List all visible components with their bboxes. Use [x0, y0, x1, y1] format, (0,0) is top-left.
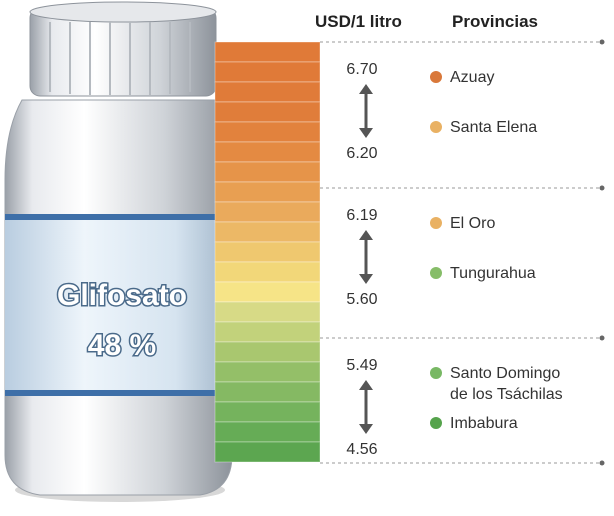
bottle: Glifosato 48 % [5, 2, 232, 502]
province-dot [430, 217, 442, 229]
strip-band [215, 422, 320, 442]
price-high: 6.19 [346, 207, 377, 224]
province-name: Santo Domingo [450, 365, 560, 382]
province-name: Azuay [450, 69, 494, 86]
price-low: 4.56 [346, 441, 377, 458]
strip-band [215, 122, 320, 142]
province-dot [430, 71, 442, 83]
province-name: Imbabura [450, 415, 518, 432]
strip-band [215, 442, 320, 462]
province-dot [430, 121, 442, 133]
province-name: Tungurahua [450, 265, 536, 282]
strip-band [215, 62, 320, 82]
strip-band [215, 142, 320, 162]
strip-band [215, 362, 320, 382]
strip-band [215, 202, 320, 222]
infographic: Glifosato 48 % USD/1 litro Provincias 6.… [0, 0, 614, 511]
provinces-header: Provincias [452, 12, 538, 31]
strip-band [215, 182, 320, 202]
strip-band [215, 82, 320, 102]
strip-band [215, 42, 320, 62]
province-dot [430, 367, 442, 379]
strip-band [215, 302, 320, 322]
product-name: Glifosato [57, 279, 187, 312]
province-name: El Oro [450, 215, 495, 232]
province-name: Santa Elena [450, 119, 537, 136]
price-high: 5.49 [346, 357, 377, 374]
product-concentration: 48 % [88, 329, 156, 362]
strip-band [215, 382, 320, 402]
strip-band [215, 222, 320, 242]
strip-band [215, 282, 320, 302]
price-header: USD/1 litro [315, 12, 402, 31]
price-low: 6.20 [346, 145, 377, 162]
province-dot [430, 417, 442, 429]
color-strip [215, 42, 320, 462]
price-low: 5.60 [346, 291, 377, 308]
province-name: de los Tsáchilas [450, 386, 563, 403]
province-dot [430, 267, 442, 279]
strip-band [215, 322, 320, 342]
strip-band [215, 242, 320, 262]
strip-band [215, 162, 320, 182]
strip-band [215, 262, 320, 282]
strip-band [215, 342, 320, 362]
strip-band [215, 102, 320, 122]
strip-band [215, 402, 320, 422]
price-high: 6.70 [346, 61, 377, 78]
